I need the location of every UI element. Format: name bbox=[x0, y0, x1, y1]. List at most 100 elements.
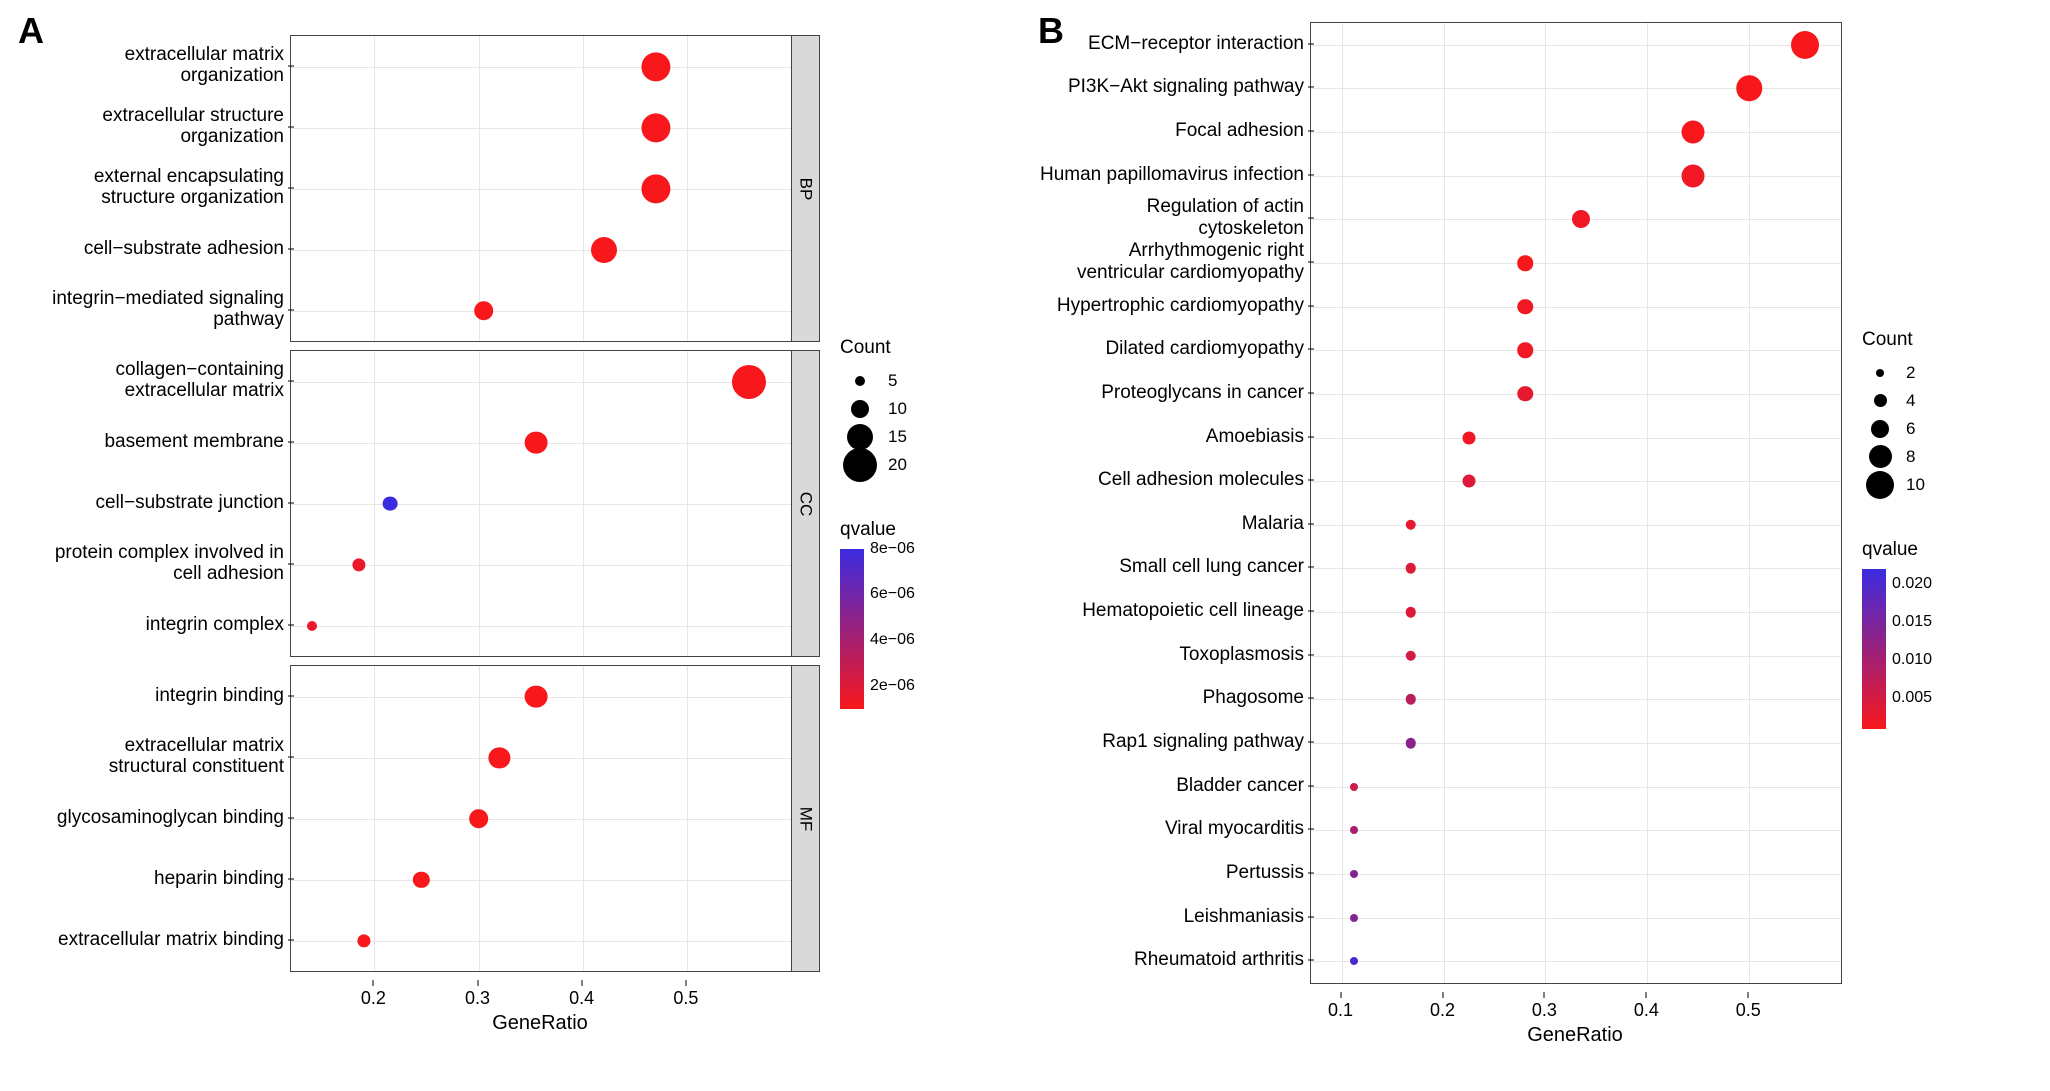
dot bbox=[1350, 826, 1358, 834]
ylabel: Arrhythmogenic right ventricular cardiom… bbox=[1077, 240, 1304, 284]
dot bbox=[1737, 76, 1763, 102]
panel-a-legend: Count 5101520 qvalue 8e−066e−064e−062e−0… bbox=[820, 10, 970, 1035]
xlabel: 0.2 bbox=[361, 988, 386, 1009]
ylabel: collagen−containing extracellular matrix bbox=[116, 359, 285, 403]
color-legend-title: qvalue bbox=[840, 519, 970, 541]
dot bbox=[641, 174, 670, 203]
dot bbox=[524, 431, 547, 454]
color-legend-title: qvalue bbox=[1862, 539, 1992, 561]
size-legend-row: 8 bbox=[1862, 443, 1992, 471]
ylabel: Rheumatoid arthritis bbox=[1134, 949, 1304, 971]
dot bbox=[1406, 738, 1417, 749]
xlabel: 0.5 bbox=[673, 988, 698, 1009]
dot bbox=[1791, 31, 1819, 59]
size-legend-row: 5 bbox=[840, 367, 970, 395]
panel-b-legend: Count 246810 qvalue 0.0200.0150.0100.005 bbox=[1842, 10, 1992, 1047]
qvalue-label: 2e−06 bbox=[870, 677, 915, 695]
ylabel: integrin−mediated signaling pathway bbox=[52, 288, 284, 332]
dot bbox=[1350, 783, 1358, 791]
qvalue-colorbar bbox=[840, 549, 864, 709]
ylabel: PI3K−Akt signaling pathway bbox=[1068, 77, 1304, 99]
xlabel: 0.3 bbox=[1532, 1000, 1557, 1021]
ylabel: Toxoplasmosis bbox=[1179, 644, 1304, 666]
ylabel: Phagosome bbox=[1203, 687, 1304, 709]
ylabel: basement membrane bbox=[104, 431, 284, 453]
qvalue-label: 8e−06 bbox=[870, 540, 915, 558]
dot bbox=[1406, 607, 1417, 618]
ylabel: Amoebiasis bbox=[1206, 426, 1304, 448]
dot bbox=[1517, 343, 1533, 359]
qvalue-label: 0.015 bbox=[1892, 613, 1932, 631]
size-legend-title: Count bbox=[1862, 329, 1992, 351]
ylabel: Regulation of actin cytoskeleton bbox=[1147, 197, 1304, 241]
dot bbox=[1406, 520, 1417, 531]
dot bbox=[732, 365, 766, 399]
dot bbox=[1350, 914, 1358, 922]
dot bbox=[469, 809, 489, 829]
size-legend-row: 10 bbox=[1862, 471, 1992, 499]
ylabel: cell−substrate junction bbox=[95, 492, 284, 514]
size-legend-row: 4 bbox=[1862, 387, 1992, 415]
facet-strip-label: CC bbox=[796, 491, 816, 516]
ylabel: Malaria bbox=[1242, 513, 1304, 535]
dot bbox=[474, 301, 494, 321]
ylabel: protein complex involved in cell adhesio… bbox=[55, 542, 284, 586]
panel-a-color-legend: qvalue 8e−06 6e−06 4e−06 2e−06 bbox=[840, 519, 970, 709]
dot bbox=[591, 237, 617, 263]
ylabel: Hypertrophic cardiomyopathy bbox=[1057, 295, 1304, 317]
ylabel: Viral myocarditis bbox=[1165, 818, 1304, 840]
dot bbox=[307, 621, 317, 631]
size-legend-row: 2 bbox=[1862, 359, 1992, 387]
qvalue-colorbar bbox=[1862, 569, 1886, 729]
ylabel: extracellular matrix organization bbox=[125, 44, 284, 88]
size-legend-row: 15 bbox=[840, 423, 970, 451]
dot bbox=[1406, 694, 1417, 705]
dot bbox=[1406, 563, 1417, 574]
facet-strip-label: BP bbox=[796, 177, 816, 200]
qvalue-label: 0.005 bbox=[1892, 689, 1932, 707]
dot bbox=[352, 558, 365, 571]
ylabel: Bladder cancer bbox=[1176, 775, 1304, 797]
ylabel: integrin complex bbox=[146, 614, 284, 636]
dot bbox=[1462, 431, 1475, 444]
ylabel: Pertussis bbox=[1226, 862, 1304, 884]
ylabel: Cell adhesion molecules bbox=[1098, 469, 1304, 491]
dot bbox=[489, 747, 510, 768]
ylabel: heparin binding bbox=[154, 868, 284, 890]
dot bbox=[1517, 299, 1533, 315]
panel-b-color-legend: qvalue 0.0200.0150.0100.005 bbox=[1862, 539, 1992, 729]
facet-strip-label: MF bbox=[795, 806, 815, 831]
dot bbox=[1350, 870, 1358, 878]
qvalue-label: 4e−06 bbox=[870, 631, 915, 649]
dot bbox=[641, 113, 670, 142]
ylabel: Rap1 signaling pathway bbox=[1102, 731, 1304, 753]
facet-bp: BP bbox=[290, 35, 820, 342]
dot bbox=[1682, 121, 1705, 144]
qvalue-label: 6e−06 bbox=[870, 585, 915, 603]
dot bbox=[413, 871, 429, 887]
panel-b-size-legend: Count 246810 bbox=[1862, 329, 1992, 499]
panel-b-plot: ECM−receptor interactionPI3K−Akt signali… bbox=[1030, 22, 1842, 1047]
panel-a: A extracellular matrix organizationextra… bbox=[10, 10, 1020, 1081]
ylabel: extracellular matrix binding bbox=[58, 929, 284, 951]
xlabel: 0.3 bbox=[465, 988, 490, 1009]
facet-cc: CC bbox=[290, 350, 820, 657]
dot bbox=[524, 685, 547, 708]
panel-a-facets: extracellular matrix organization extrace… bbox=[10, 35, 820, 1035]
dot bbox=[1682, 164, 1705, 187]
dot bbox=[1462, 475, 1475, 488]
x-axis-title: GeneRatio bbox=[1310, 1024, 1840, 1047]
ylabel: integrin binding bbox=[155, 685, 284, 707]
size-legend-title: Count bbox=[840, 337, 970, 359]
size-legend-row: 10 bbox=[840, 395, 970, 423]
dot bbox=[357, 934, 370, 947]
panel-b-chart-area: ECM−receptor interactionPI3K−Akt signali… bbox=[1030, 10, 2040, 1047]
size-legend-row: 6 bbox=[1862, 415, 1992, 443]
qvalue-label: 0.010 bbox=[1892, 651, 1932, 669]
ylabel: Leishmaniasis bbox=[1184, 906, 1304, 928]
panel-a-chart-area: extracellular matrix organization extrace… bbox=[10, 10, 1020, 1035]
xlabel: 0.1 bbox=[1328, 1000, 1353, 1021]
ylabel: Focal adhesion bbox=[1175, 120, 1304, 142]
ylabel: Hematopoietic cell lineage bbox=[1082, 600, 1304, 622]
ylabel: Small cell lung cancer bbox=[1119, 557, 1304, 579]
